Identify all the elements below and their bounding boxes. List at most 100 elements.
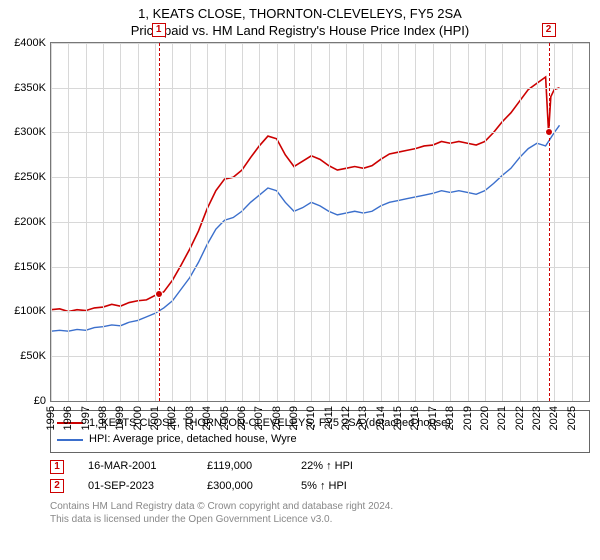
- marker-table-row: 2 01-SEP-2023 £300,000 5% ↑ HPI: [50, 477, 590, 497]
- gridline-v: [207, 43, 208, 401]
- x-axis-label: 2001: [149, 406, 161, 430]
- footer-line-1: Contains HM Land Registry data © Crown c…: [50, 500, 590, 513]
- x-axis-label: 2017: [427, 406, 439, 430]
- gridline-v: [450, 43, 451, 401]
- x-axis-label: 2009: [288, 406, 300, 430]
- x-axis-label: 2012: [340, 406, 352, 430]
- gridline-v: [294, 43, 295, 401]
- title-line-1: 1, KEATS CLOSE, THORNTON-CLEVELEYS, FY5 …: [0, 6, 600, 23]
- gridline-h: [51, 356, 589, 357]
- gridline-v: [520, 43, 521, 401]
- x-axis-label: 2024: [548, 406, 560, 430]
- x-axis-label: 2003: [184, 406, 196, 430]
- marker-price-1: £119,000: [207, 457, 277, 477]
- gridline-v: [277, 43, 278, 401]
- y-axis-label: £400K: [14, 37, 46, 49]
- x-axis-label: 2018: [444, 406, 456, 430]
- gridline-v: [381, 43, 382, 401]
- plot-area: £0£50K£100K£150K£200K£250K£300K£350K£400…: [50, 42, 590, 402]
- x-axis-label: 2015: [392, 406, 404, 430]
- footer-note: Contains HM Land Registry data © Crown c…: [50, 500, 590, 526]
- gridline-v: [537, 43, 538, 401]
- marker-dot: [155, 290, 163, 298]
- gridline-v: [172, 43, 173, 401]
- gridline-v: [51, 43, 52, 401]
- gridline-v: [120, 43, 121, 401]
- x-axis-label: 2020: [479, 406, 491, 430]
- gridline-v: [572, 43, 573, 401]
- marker-vline: [549, 43, 550, 401]
- x-axis-label: 2019: [462, 406, 474, 430]
- gridline-v: [468, 43, 469, 401]
- x-axis-label: 2006: [236, 406, 248, 430]
- x-axis-label: 2013: [357, 406, 369, 430]
- gridline-v: [225, 43, 226, 401]
- gridline-h: [51, 222, 589, 223]
- gridline-v: [138, 43, 139, 401]
- gridline-v: [433, 43, 434, 401]
- marker-date-2: 01-SEP-2023: [88, 477, 183, 497]
- gridline-v: [242, 43, 243, 401]
- gridline-v: [329, 43, 330, 401]
- y-axis-label: £0: [34, 395, 46, 407]
- gridline-v: [346, 43, 347, 401]
- gridline-h: [51, 267, 589, 268]
- chart-container: 1, KEATS CLOSE, THORNTON-CLEVELEYS, FY5 …: [0, 0, 600, 560]
- y-axis-label: £300K: [14, 126, 46, 138]
- marker-box: 1: [152, 23, 166, 37]
- gridline-h: [51, 43, 589, 44]
- marker-table: 1 16-MAR-2001 £119,000 22% ↑ HPI 2 01-SE…: [50, 457, 590, 497]
- legend-swatch-2: [57, 439, 83, 441]
- gridline-v: [502, 43, 503, 401]
- gridline-v: [363, 43, 364, 401]
- marker-date-1: 16-MAR-2001: [88, 457, 183, 477]
- series-line-price_paid: [51, 77, 559, 311]
- gridline-v: [190, 43, 191, 401]
- marker-box: 2: [542, 23, 556, 37]
- marker-num-1: 1: [50, 460, 64, 474]
- x-axis-label: 1997: [80, 406, 92, 430]
- y-axis-label: £100K: [14, 305, 46, 317]
- marker-price-2: £300,000: [207, 477, 277, 497]
- x-axis-label: 2000: [132, 406, 144, 430]
- gridline-v: [68, 43, 69, 401]
- title-block: 1, KEATS CLOSE, THORNTON-CLEVELEYS, FY5 …: [0, 0, 600, 42]
- x-axis-label: 2010: [305, 406, 317, 430]
- title-line-2: Price paid vs. HM Land Registry's House …: [0, 23, 600, 40]
- gridline-h: [51, 177, 589, 178]
- legend-row: HPI: Average price, detached house, Wyre: [57, 431, 583, 448]
- legend-box: 1, KEATS CLOSE, THORNTON-CLEVELEYS, FY5 …: [50, 410, 590, 453]
- footer-line-2: This data is licensed under the Open Gov…: [50, 513, 590, 526]
- legend-label-2: HPI: Average price, detached house, Wyre: [89, 431, 297, 448]
- gridline-v: [259, 43, 260, 401]
- x-axis-label: 1999: [114, 406, 126, 430]
- gridline-v: [554, 43, 555, 401]
- gridline-v: [103, 43, 104, 401]
- y-axis-label: £350K: [14, 82, 46, 94]
- y-axis-label: £50K: [20, 350, 46, 362]
- x-axis-label: 2004: [201, 406, 213, 430]
- gridline-v: [311, 43, 312, 401]
- marker-num-2: 2: [50, 479, 64, 493]
- y-axis-label: £200K: [14, 216, 46, 228]
- x-axis-label: 2025: [566, 406, 578, 430]
- x-axis-label: 2014: [375, 406, 387, 430]
- x-axis-label: 2023: [531, 406, 543, 430]
- marker-vline: [159, 43, 160, 401]
- gridline-v: [485, 43, 486, 401]
- gridline-v: [415, 43, 416, 401]
- y-axis-label: £250K: [14, 171, 46, 183]
- marker-dot: [545, 128, 553, 136]
- x-axis-label: 1995: [45, 406, 57, 430]
- gridline-h: [51, 88, 589, 89]
- x-axis-label: 2007: [253, 406, 265, 430]
- marker-delta-2: 5% ↑ HPI: [301, 477, 347, 497]
- gridline-h: [51, 132, 589, 133]
- gridline-h: [51, 311, 589, 312]
- x-axis-label: 2002: [166, 406, 178, 430]
- x-axis-label: 2005: [219, 406, 231, 430]
- gridline-v: [86, 43, 87, 401]
- gridline-v: [155, 43, 156, 401]
- marker-table-row: 1 16-MAR-2001 £119,000 22% ↑ HPI: [50, 457, 590, 477]
- marker-delta-1: 22% ↑ HPI: [301, 457, 353, 477]
